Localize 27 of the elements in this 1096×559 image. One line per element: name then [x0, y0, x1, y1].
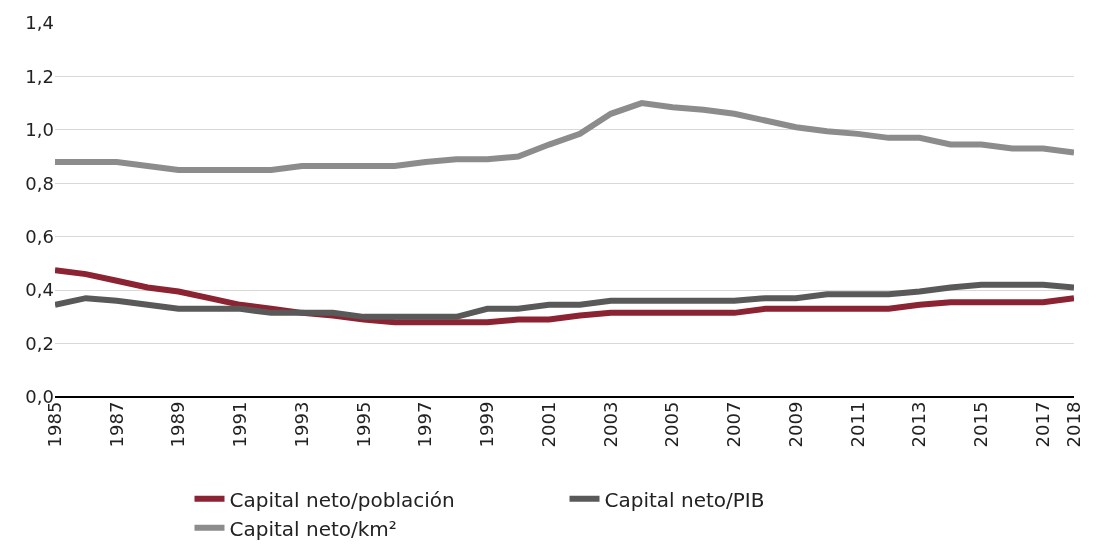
y-tick-label: 1,0 — [25, 119, 54, 141]
legend-label: Capital neto/PIB — [604, 487, 765, 512]
y-tick-label: 1,4 — [25, 12, 54, 34]
x-tick-label: 1999 — [476, 401, 498, 448]
y-tick-label: 0,4 — [25, 279, 54, 301]
x-tick-label: 2005 — [661, 401, 683, 448]
x-tick-label: 2007 — [723, 401, 745, 448]
x-tick-label: 2001 — [537, 401, 559, 448]
y-tick-label: 1,2 — [25, 65, 54, 87]
x-tick-label: 1989 — [167, 401, 189, 448]
x-tick-label: 2018 — [1062, 401, 1084, 448]
x-tick-label: 2011 — [846, 401, 868, 448]
x-tick-label: 1995 — [352, 401, 374, 448]
x-tick-label: 2017 — [1031, 401, 1053, 448]
x-tick-label: 2003 — [599, 401, 621, 448]
legend-label: Capital neto/población — [229, 487, 455, 512]
y-tick-label: 0,6 — [25, 226, 54, 248]
legend-label: Capital neto/km² — [229, 516, 397, 541]
y-tick-label: 0,2 — [25, 332, 54, 354]
x-tick-label: 2015 — [970, 401, 992, 448]
x-tick-label: 2009 — [784, 401, 806, 448]
x-tick-label: 2013 — [908, 401, 930, 448]
x-tick-label: 1987 — [105, 401, 127, 448]
x-tick-label: 1993 — [290, 401, 312, 448]
x-tick-label: 1997 — [414, 401, 436, 448]
y-tick-label: 0,8 — [25, 172, 54, 194]
x-tick-label: 1991 — [229, 401, 251, 448]
